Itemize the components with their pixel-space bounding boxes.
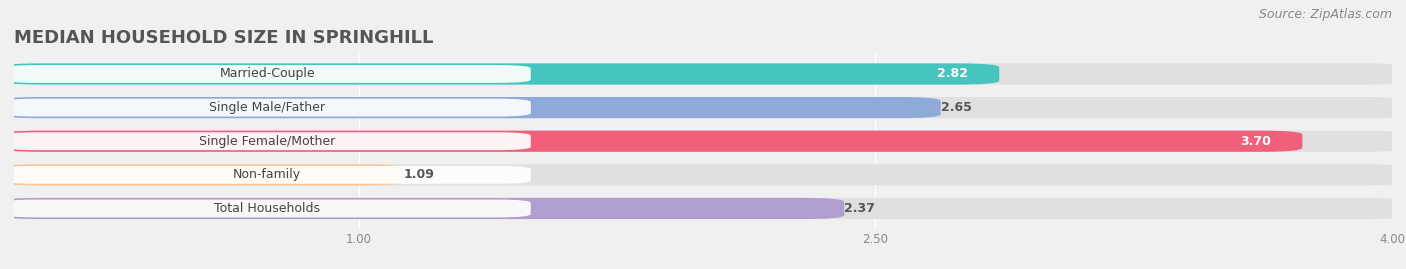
FancyBboxPatch shape: [0, 164, 404, 185]
FancyBboxPatch shape: [4, 65, 531, 83]
FancyBboxPatch shape: [0, 63, 1406, 84]
Text: MEDIAN HOUSEHOLD SIZE IN SPRINGHILL: MEDIAN HOUSEHOLD SIZE IN SPRINGHILL: [14, 29, 433, 47]
FancyBboxPatch shape: [0, 131, 1302, 152]
Text: 2.82: 2.82: [938, 68, 969, 80]
FancyBboxPatch shape: [0, 198, 1406, 219]
Text: 2.65: 2.65: [941, 101, 972, 114]
Text: Non-family: Non-family: [233, 168, 301, 181]
Text: Married-Couple: Married-Couple: [219, 68, 315, 80]
FancyBboxPatch shape: [4, 99, 531, 116]
FancyBboxPatch shape: [0, 63, 1000, 84]
FancyBboxPatch shape: [4, 166, 531, 184]
FancyBboxPatch shape: [0, 131, 1406, 152]
Text: Total Households: Total Households: [214, 202, 321, 215]
FancyBboxPatch shape: [0, 97, 941, 118]
Text: Source: ZipAtlas.com: Source: ZipAtlas.com: [1258, 8, 1392, 21]
FancyBboxPatch shape: [4, 132, 531, 150]
Text: 2.37: 2.37: [844, 202, 875, 215]
FancyBboxPatch shape: [0, 198, 844, 219]
Text: Single Male/Father: Single Male/Father: [209, 101, 325, 114]
FancyBboxPatch shape: [0, 164, 1406, 185]
FancyBboxPatch shape: [4, 200, 531, 217]
Text: Single Female/Mother: Single Female/Mother: [200, 135, 336, 148]
Text: 1.09: 1.09: [404, 168, 434, 181]
Text: 3.70: 3.70: [1240, 135, 1271, 148]
FancyBboxPatch shape: [0, 97, 1406, 118]
